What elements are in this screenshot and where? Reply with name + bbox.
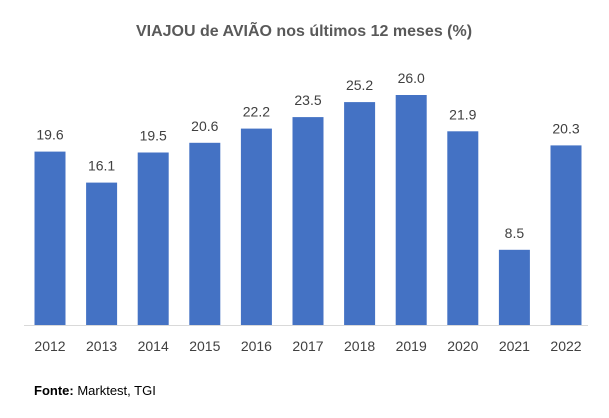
data-label-2020: 21.9 xyxy=(449,106,476,122)
bar-2022 xyxy=(550,145,582,325)
bar-2020 xyxy=(447,131,479,325)
source-label: Fonte: xyxy=(34,383,74,398)
data-label-2019: 26.0 xyxy=(398,70,425,86)
bar-2013 xyxy=(86,182,118,325)
x-tick-label-2013: 2013 xyxy=(86,338,117,354)
data-label-2016: 22.2 xyxy=(243,104,270,120)
chart-title: VIAJOU de AVIÃO nos últimos 12 meses (%) xyxy=(136,20,472,40)
bar-2019 xyxy=(395,95,427,325)
bars-group xyxy=(34,95,582,325)
source-note: Fonte: Marktest, TGI xyxy=(34,383,156,398)
data-label-2015: 20.6 xyxy=(191,118,218,134)
source-text: Marktest, TGI xyxy=(73,383,156,398)
x-tick-label-2016: 2016 xyxy=(241,338,272,354)
bar-2014 xyxy=(137,152,169,325)
x-tick-label-2019: 2019 xyxy=(396,338,427,354)
data-label-2018: 25.2 xyxy=(346,77,373,93)
data-label-2021: 8.5 xyxy=(505,225,525,241)
x-tick-label-2020: 2020 xyxy=(447,338,478,354)
data-label-2012: 19.6 xyxy=(36,127,63,143)
x-tick-label-2017: 2017 xyxy=(292,338,323,354)
x-tick-label-2021: 2021 xyxy=(499,338,530,354)
x-tick-label-2012: 2012 xyxy=(34,338,65,354)
data-label-2022: 20.3 xyxy=(552,120,579,136)
data-label-2017: 23.5 xyxy=(294,92,321,108)
bar-2017 xyxy=(292,117,324,325)
bar-2015 xyxy=(189,142,221,325)
x-tick-labels-group: 2012 2013 2014 2015 2016 2017 2018 2019 2020 2021… xyxy=(34,338,581,354)
bar-2021 xyxy=(498,249,530,325)
x-tick-label-2014: 2014 xyxy=(138,338,169,354)
x-tick-label-2015: 2015 xyxy=(189,338,220,354)
bar-2018 xyxy=(344,102,376,325)
x-tick-label-2018: 2018 xyxy=(344,338,375,354)
bar-2016 xyxy=(240,128,272,325)
bar-2012 xyxy=(34,151,66,325)
data-labels-group: 19.6 16.1 19.5 20.6 22.2 23.5 25.2 26.0 21.9 8.5 2… xyxy=(36,70,579,241)
x-tick-label-2022: 2022 xyxy=(550,338,581,354)
data-label-2014: 19.5 xyxy=(140,128,167,144)
data-label-2013: 16.1 xyxy=(88,158,115,174)
